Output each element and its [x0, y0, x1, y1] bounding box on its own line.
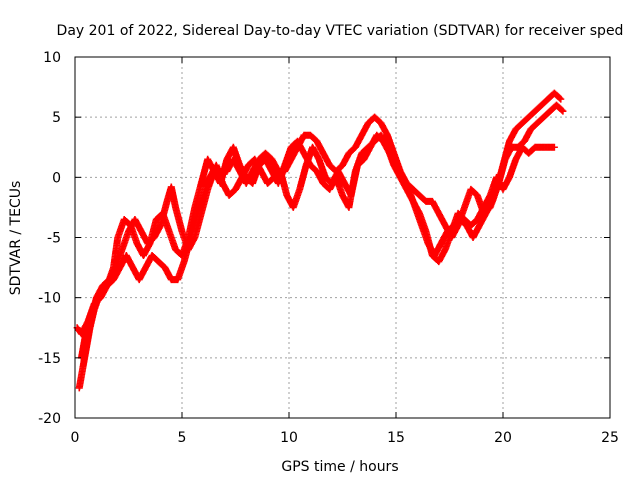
data-point: [559, 107, 567, 115]
data-points: [73, 89, 567, 392]
y-axis-label: SDTVAR / TECUs: [8, 181, 24, 296]
data-point: [557, 95, 565, 103]
chart-title: Day 201 of 2022, Sidereal Day-to-day VTE…: [57, 23, 624, 39]
x-tick-label: 5: [178, 430, 187, 446]
x-tick-label: 20: [494, 430, 512, 446]
x-tick-label: 0: [71, 430, 80, 446]
y-tick-label: -10: [38, 291, 61, 307]
axis-ticks: [74, 56, 611, 419]
y-tick-label: 0: [52, 170, 61, 186]
y-tick-label: -5: [47, 231, 61, 247]
y-tick-label: -20: [38, 411, 61, 427]
grid-lines: [75, 57, 610, 418]
x-axis-label: GPS time / hours: [281, 459, 398, 475]
data-point-fill: [558, 106, 566, 114]
data-point-fill: [556, 94, 564, 102]
x-tick-label: 15: [387, 430, 405, 446]
y-tick-label: 10: [43, 50, 61, 66]
x-tick-label: 25: [601, 430, 619, 446]
x-tick-label: 10: [280, 430, 298, 446]
y-tick-label: -15: [38, 351, 61, 367]
x-tick-labels: 0 5 10 15 20 25: [71, 430, 619, 446]
data-point: [550, 143, 558, 151]
y-tick-label: 5: [52, 110, 61, 126]
y-tick-labels: -20 -15 -10 -5 0 5 10: [38, 50, 61, 427]
